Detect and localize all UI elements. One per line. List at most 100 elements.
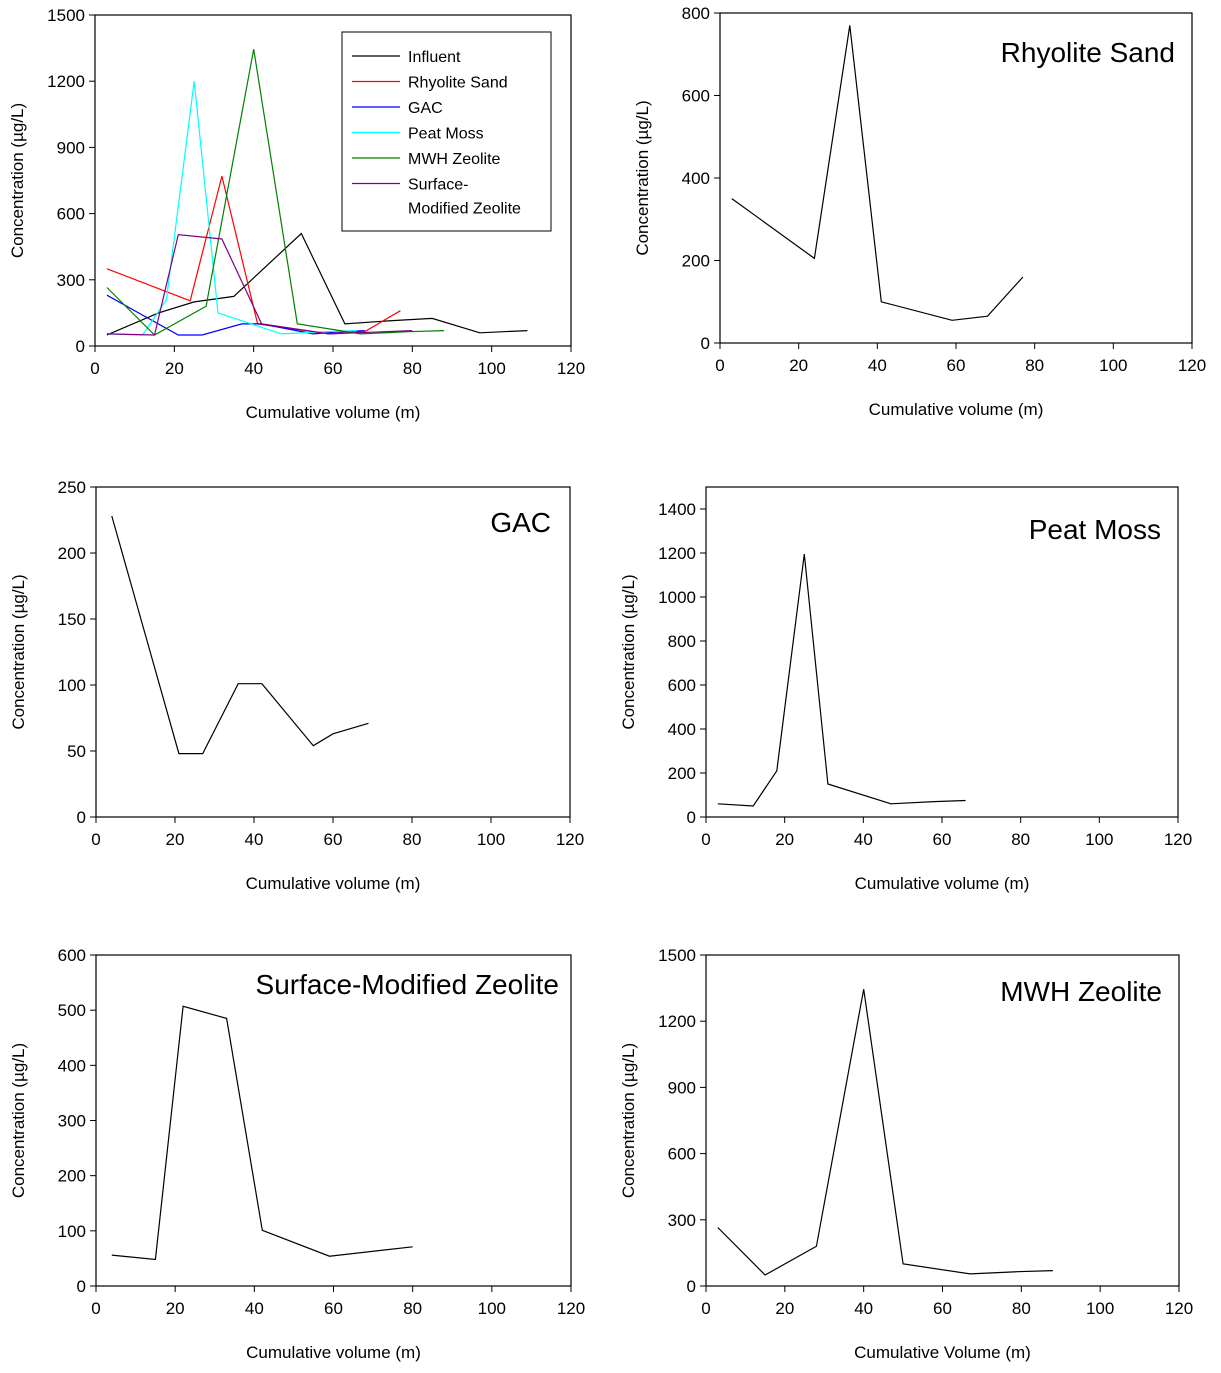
x-axis-label: Cumulative Volume (m) (854, 1343, 1031, 1362)
x-axis-label: Cumulative volume (m) (246, 1343, 421, 1362)
x-tick-label: 100 (1086, 1299, 1114, 1318)
x-tick-label: 40 (854, 1299, 873, 1318)
y-tick-label: 800 (682, 4, 710, 23)
panel-title: Peat Moss (1029, 514, 1161, 545)
x-tick-label: 20 (165, 359, 184, 378)
y-tick-label: 0 (687, 1277, 696, 1296)
x-tick-label: 40 (245, 1299, 264, 1318)
series-line (717, 554, 966, 807)
x-tick-label: 60 (947, 356, 966, 375)
panel-title: Rhyolite Sand (1001, 37, 1175, 68)
y-tick-label: 300 (58, 1112, 86, 1131)
x-tick-label: 40 (244, 359, 263, 378)
y-tick-label: 1200 (47, 72, 85, 91)
series-line-influent (106, 232, 528, 336)
y-tick-label: 200 (682, 252, 710, 271)
series-line (111, 515, 369, 755)
x-tick-label: 60 (324, 1299, 343, 1318)
y-tick-label: 900 (668, 1078, 696, 1097)
series-line (111, 1005, 413, 1261)
x-tick-label: 40 (868, 356, 887, 375)
x-tick-label: 80 (1025, 356, 1044, 375)
legend-label: Rhyolite Sand (408, 75, 508, 92)
x-tick-label: 20 (775, 830, 794, 849)
y-tick-label: 200 (58, 544, 86, 563)
y-tick-label: 50 (67, 742, 86, 761)
x-tick-label: 120 (556, 830, 584, 849)
legend-label: MWH Zeolite (408, 151, 501, 168)
x-tick-label: 20 (166, 830, 185, 849)
y-tick-label: 1200 (658, 544, 696, 563)
legend: Influent Rhyolite Sand GAC Peat Moss MWH Zeo… (341, 31, 552, 232)
x-tick-label: 60 (933, 1299, 952, 1318)
y-tick-label: 1500 (658, 946, 696, 965)
series-line-mwh-zeolite (106, 49, 445, 336)
y-axis-label: Concentration (µg/L) (633, 100, 652, 255)
x-tick-label: 80 (1011, 830, 1030, 849)
x-tick-label: 100 (477, 830, 505, 849)
x-tick-label: 20 (775, 1299, 794, 1318)
y-tick-label: 500 (58, 1001, 86, 1020)
x-tick-label: 60 (933, 830, 952, 849)
x-tick-label: 100 (477, 359, 505, 378)
x-tick-label: 0 (715, 356, 724, 375)
x-tick-label: 100 (1099, 356, 1127, 375)
plot-frame (95, 954, 572, 1287)
series-line (717, 989, 1053, 1276)
x-tick-label: 120 (1178, 356, 1206, 375)
y-axis-label: Concentration (µg/L) (9, 574, 28, 729)
y-tick-label: 150 (58, 610, 86, 629)
y-tick-label: 100 (58, 1222, 86, 1241)
x-tick-label: 0 (701, 1299, 710, 1318)
series-line-surface-modified-zeolite (106, 233, 413, 336)
x-tick-label: 40 (854, 830, 873, 849)
chart-gac: 0 20 40 60 80 100 120 0 50 100 150 200 250 Cumulative… (9, 478, 584, 893)
x-tick-label: 60 (324, 359, 343, 378)
legend-label: Modified Zeolite (408, 201, 521, 218)
y-tick-label: 100 (58, 676, 86, 695)
legend-label: Surface- (408, 177, 468, 194)
y-tick-label: 400 (682, 169, 710, 188)
y-tick-label: 600 (668, 676, 696, 695)
y-tick-label: 300 (668, 1211, 696, 1230)
y-tick-label: 600 (58, 946, 86, 965)
chart-mwh: 0 20 40 60 80 100 120030060090012001500Cumulat… (619, 946, 1193, 1362)
y-tick-label: 600 (682, 87, 710, 106)
y-tick-label: 600 (668, 1145, 696, 1164)
y-tick-label: 250 (58, 478, 86, 497)
x-axis-label: Cumulative volume (m) (869, 400, 1044, 419)
y-axis-label: Concentration (µg/L) (619, 1043, 638, 1198)
x-tick-label: 0 (701, 830, 710, 849)
y-tick-label: 1500 (47, 6, 85, 25)
legend-label: GAC (408, 100, 443, 117)
y-tick-label: 0 (77, 1277, 86, 1296)
panel-title: MWH Zeolite (1000, 976, 1162, 1007)
y-axis-label: Concentration (µg/L) (9, 1043, 28, 1198)
x-tick-label: 0 (91, 1299, 100, 1318)
x-axis-label: Cumulative volume (m) (246, 403, 421, 422)
x-tick-label: 80 (1012, 1299, 1031, 1318)
y-tick-label: 0 (701, 334, 710, 353)
legend-label: Influent (408, 49, 461, 66)
x-tick-label: 100 (478, 1299, 506, 1318)
y-tick-label: 1200 (658, 1012, 696, 1031)
x-tick-label: 0 (90, 359, 99, 378)
y-tick-label: 200 (668, 764, 696, 783)
x-tick-label: 20 (789, 356, 808, 375)
chart-peat: 0 20 40 60 80 100 1200200400600800100012001400… (619, 486, 1192, 893)
x-tick-label: 60 (324, 830, 343, 849)
legend-frame (341, 31, 552, 232)
y-tick-label: 400 (58, 1056, 86, 1075)
y-tick-label: 200 (58, 1167, 86, 1186)
y-axis-label: Concentration (µg/L) (8, 103, 27, 258)
y-tick-label: 400 (668, 720, 696, 739)
y-axis-label: Concentration (µg/L) (619, 574, 638, 729)
x-tick-label: 120 (557, 1299, 585, 1318)
x-axis-label: Cumulative volume (m) (246, 874, 421, 893)
y-tick-label: 900 (57, 138, 85, 157)
x-tick-label: 120 (1165, 1299, 1193, 1318)
panel-title: GAC (490, 507, 551, 538)
series-line (731, 25, 1024, 321)
y-tick-label: 1400 (658, 500, 696, 519)
